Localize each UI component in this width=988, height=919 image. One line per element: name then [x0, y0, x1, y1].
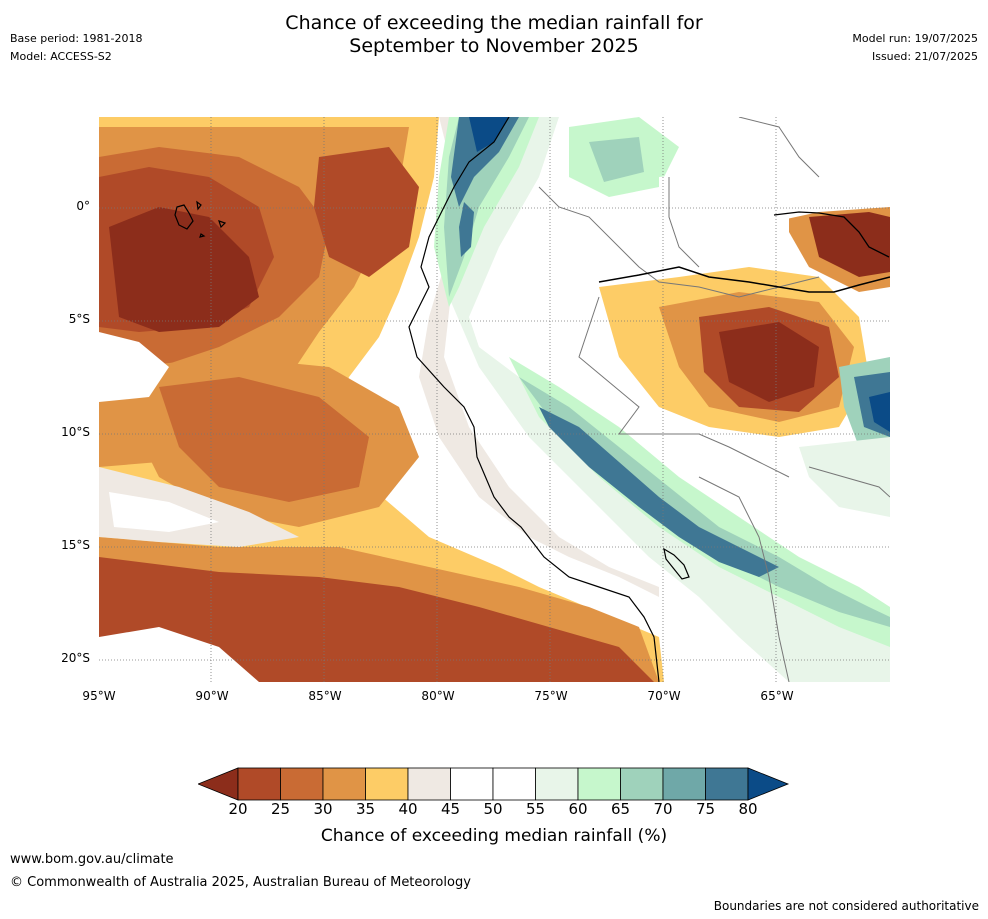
- title-line-1: Chance of exceeding the median rainfall …: [285, 12, 703, 34]
- rainfall-map: [99, 117, 890, 682]
- andes-deep-blue-north: [469, 117, 509, 152]
- footer-copyright: © Commonwealth of Australia 2025, Austra…: [10, 875, 471, 890]
- title-line-2: September to November 2025: [349, 35, 639, 57]
- colorbar-tick-label: 60: [568, 800, 588, 818]
- colorbar-tick-label: 65: [610, 800, 631, 818]
- andes-blue-north-strip: [459, 202, 474, 257]
- colorbar-cell: [662, 767, 706, 801]
- north-land-teal-blob: [589, 137, 644, 182]
- lon-label-70w: 70°W: [647, 689, 681, 703]
- lat-label-10s: 10°S: [61, 425, 90, 439]
- galapagos-islands: [174, 200, 227, 238]
- coastline: [408, 117, 660, 682]
- colorbar-cell: [705, 767, 749, 801]
- colorbar-tick-label: 70: [653, 800, 673, 818]
- colorbar-svg: [196, 767, 790, 801]
- colorbar-tick-label: 30: [313, 800, 333, 818]
- issued-date: Issued: 21/07/2025: [871, 50, 978, 63]
- colorbar-cell: [322, 767, 366, 801]
- colorbar-tick-label: 55: [525, 800, 546, 818]
- amazon-river-north-branch: [773, 211, 890, 258]
- amazon-river: [598, 266, 890, 293]
- colorbar-label: Chance of exceeding median rainfall (%): [320, 826, 668, 846]
- colorbar-extend-low: [196, 767, 239, 801]
- base-period: Base period: 1981-2018: [10, 32, 143, 45]
- colorbar-tick-label: 25: [270, 800, 291, 818]
- lon-label-85w: 85°W: [308, 689, 342, 703]
- lon-label-75w: 75°W: [534, 689, 568, 703]
- footer-url: www.bom.gov.au/climate: [10, 852, 174, 867]
- lat-label-0: 0°: [76, 199, 90, 213]
- colorbar-cell: [450, 767, 494, 801]
- lat-label-5s: 5°S: [68, 312, 90, 326]
- colorbar: [196, 767, 792, 805]
- meta-right: Model run: 19/07/2025 Issued: 21/07/2025: [852, 30, 978, 66]
- colorbar-tick-label: 50: [483, 800, 503, 818]
- colorbar-cell: [280, 767, 324, 801]
- colorbar-cell: [577, 767, 621, 801]
- map-title: Chance of exceeding the median rainfall …: [0, 12, 988, 58]
- rainfall-map-svg: [99, 117, 890, 682]
- ocean-deep-red-core: [109, 207, 259, 332]
- coastal-neutral-region: [419, 117, 659, 597]
- ocean-white-patch-bottom: [99, 627, 259, 682]
- colorbar-tick-label: 35: [355, 800, 376, 818]
- map-gridlines: [99, 117, 890, 682]
- colorbar-tick-label: 40: [398, 800, 418, 818]
- colorbar-cell: [365, 767, 409, 801]
- ocean-mid-band-red: [159, 377, 369, 502]
- colorbar-cell: [492, 767, 536, 801]
- lon-label-90w: 90°W: [195, 689, 229, 703]
- east-deep-blue-region: [869, 392, 890, 432]
- colorbar-cell: [237, 767, 281, 801]
- north-white-band: [659, 157, 890, 247]
- colorbar-tick-label: 20: [228, 800, 248, 818]
- colorbar-cell: [535, 767, 579, 801]
- meta-left: Base period: 1981-2018 Model: ACCESS-S2: [10, 30, 142, 66]
- colorbar-cell: [407, 767, 451, 801]
- model-name: Model: ACCESS-S2: [10, 50, 112, 63]
- ocean-white-patch-west: [99, 332, 169, 402]
- footer-note: Boundaries are not considered authoritat…: [713, 899, 979, 913]
- amazon-deep-red-core: [719, 322, 819, 402]
- ocean-red-core-central: [314, 147, 419, 277]
- lat-label-20s: 20°S: [61, 651, 90, 665]
- andes-blue-south: [539, 407, 779, 577]
- model-run: Model run: 19/07/2025: [852, 32, 978, 45]
- northeast-red-region: [809, 212, 890, 277]
- colorbar-extend-high: [747, 767, 790, 801]
- colorbar-tick-label: 45: [440, 800, 461, 818]
- lat-label-15s: 15°S: [61, 538, 90, 552]
- colorbar-tick-label: 80: [738, 800, 758, 818]
- ocean-south-band-red: [99, 557, 654, 682]
- lon-label-80w: 80°W: [421, 689, 455, 703]
- ocean-white-patch-south-inner: [109, 492, 219, 532]
- lon-label-95w: 95°W: [82, 689, 116, 703]
- andes-blue-north: [451, 117, 519, 207]
- lon-label-65w: 65°W: [760, 689, 794, 703]
- colorbar-cell: [620, 767, 664, 801]
- lake-titicaca: [663, 547, 690, 580]
- andes-teal-south: [519, 377, 890, 627]
- colorbar-tick-label: 75: [695, 800, 716, 818]
